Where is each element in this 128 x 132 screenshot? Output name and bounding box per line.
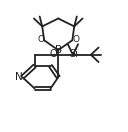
Text: N: N (15, 72, 23, 82)
Text: O: O (72, 35, 79, 44)
Text: B: B (55, 45, 62, 55)
Text: O: O (49, 49, 57, 59)
Text: O: O (37, 35, 44, 44)
Text: Si: Si (69, 49, 78, 59)
